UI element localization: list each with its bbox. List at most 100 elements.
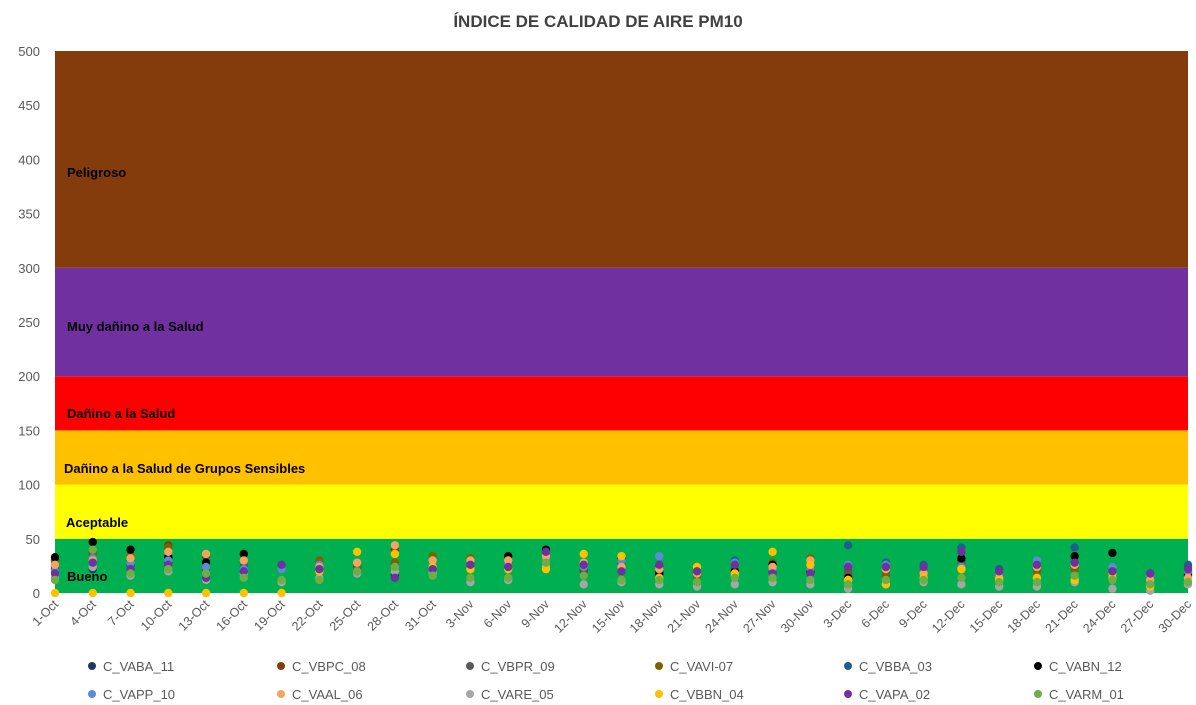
legend-label: C_VAVI-07 bbox=[670, 659, 733, 674]
point-C_VARM_01 bbox=[504, 573, 513, 583]
y-tick-label: 0 bbox=[33, 586, 40, 601]
band-1 bbox=[55, 484, 1188, 539]
point-C_VARM_01 bbox=[201, 569, 211, 578]
point-C_VAPA_02 bbox=[1070, 558, 1079, 567]
x-tick-label: 19-Oct bbox=[251, 597, 288, 634]
band-3 bbox=[55, 376, 1188, 431]
point-C_VARM_01 bbox=[843, 580, 853, 589]
point-C_VABN_12 bbox=[1108, 548, 1117, 558]
x-tick-label: 24-Nov bbox=[703, 597, 742, 636]
y-tick-label: 150 bbox=[18, 423, 40, 438]
point-C_VARM_01 bbox=[881, 575, 891, 585]
point-C_VAPA_02 bbox=[315, 564, 324, 574]
x-tick-label: 27-Dec bbox=[1118, 597, 1156, 635]
x-tick-label: 7-Oct bbox=[105, 597, 137, 629]
point-C_VARE_05 bbox=[957, 580, 966, 589]
x-tick-label: 31-Oct bbox=[402, 597, 439, 634]
x-tick-label: 18-Nov bbox=[627, 597, 666, 636]
x-tick-label: 3-Dec bbox=[821, 597, 854, 630]
point-C_VAAL_06 bbox=[352, 558, 362, 567]
point-C_VAPA_02 bbox=[1146, 569, 1155, 578]
point-C_VAPA_02 bbox=[692, 567, 702, 576]
point-C_VBBN_04 bbox=[352, 547, 362, 557]
point-C_VAPA_02 bbox=[617, 567, 626, 576]
x-tick-label: 13-Oct bbox=[176, 597, 213, 634]
legend-label: C_VBBA_03 bbox=[859, 659, 932, 674]
point-C_VARM_01 bbox=[768, 573, 777, 583]
legend-marker bbox=[277, 662, 285, 670]
point-C_VBBN_04 bbox=[50, 588, 60, 598]
point-C_VBBN_04 bbox=[126, 588, 135, 598]
x-tick-label: 15-Dec bbox=[967, 597, 1005, 635]
x-tick-label: 9-Nov bbox=[519, 597, 553, 631]
point-C_VABN_12 bbox=[50, 553, 60, 562]
point-C_VARE_05 bbox=[1108, 584, 1117, 593]
x-tick-label: 6-Nov bbox=[481, 597, 515, 631]
point-C_VARM_01 bbox=[352, 567, 362, 576]
point-C_VABN_12 bbox=[88, 537, 97, 547]
point-C_VAAL_06 bbox=[428, 556, 437, 565]
point-C_VBBA_03 bbox=[843, 541, 853, 550]
point-C_VARM_01 bbox=[730, 573, 739, 583]
x-tick-label: 22-Oct bbox=[289, 597, 326, 634]
legend-label: C_VAPA_02 bbox=[859, 687, 930, 702]
legend-label: C_VAAL_06 bbox=[292, 687, 363, 702]
band-4 bbox=[55, 267, 1188, 377]
point-C_VAAL_06 bbox=[390, 541, 400, 550]
point-C_VARM_01 bbox=[50, 575, 60, 585]
x-tick-label: 3-Nov bbox=[443, 597, 477, 631]
point-C_VARM_01 bbox=[655, 575, 664, 585]
band-label-3: Dañino a la Salud bbox=[67, 406, 175, 421]
y-tick-label: 250 bbox=[18, 315, 40, 330]
point-C_VAPA_02 bbox=[390, 573, 400, 583]
legend-label: C_VBPC_08 bbox=[292, 659, 366, 674]
point-C_VBBN_04 bbox=[164, 588, 173, 598]
band-2 bbox=[55, 430, 1188, 485]
point-C_VARM_01 bbox=[919, 575, 928, 585]
y-axis: 0 50 100 150 200 250 300 350 400 450 500 bbox=[18, 44, 40, 601]
x-tick-label: 12-Nov bbox=[551, 597, 590, 636]
y-tick-label: 450 bbox=[18, 98, 40, 113]
point-C_VABN_12 bbox=[126, 545, 135, 554]
x-tick-label: 4-Oct bbox=[67, 597, 99, 629]
x-tick-label: 12-Dec bbox=[929, 597, 967, 635]
point-C_VAPA_02 bbox=[881, 562, 891, 572]
legend-marker bbox=[466, 690, 474, 698]
x-tick-label: 9-Dec bbox=[896, 597, 929, 630]
point-C_VAPA_02 bbox=[428, 564, 437, 574]
point-C_VAPA_02 bbox=[994, 567, 1004, 576]
point-C_VBBN_04 bbox=[617, 551, 626, 561]
legend-marker bbox=[844, 662, 852, 670]
point-C_VAPA_02 bbox=[277, 560, 286, 570]
legend-marker bbox=[1034, 690, 1042, 698]
point-C_VAPA_02 bbox=[1183, 564, 1193, 574]
point-C_VBBN_04 bbox=[768, 547, 777, 557]
x-tick-label: 28-Oct bbox=[365, 597, 402, 634]
band-label-1: Aceptable bbox=[66, 515, 128, 530]
x-tick-label: 30-Nov bbox=[778, 597, 817, 636]
x-tick-label: 6-Dec bbox=[859, 597, 892, 630]
point-C_VARM_01 bbox=[1070, 571, 1079, 580]
point-C_VARE_05 bbox=[579, 580, 588, 589]
point-C_VAAL_06 bbox=[504, 556, 513, 565]
point-C_VAPA_02 bbox=[1108, 567, 1117, 576]
point-C_VARM_01 bbox=[994, 577, 1004, 587]
chart-title: ÍNDICE DE CALIDAD DE AIRE PM10 bbox=[453, 12, 742, 31]
point-C_VBBN_04 bbox=[390, 549, 400, 559]
x-tick-label: 27-Nov bbox=[740, 597, 779, 636]
point-C_VBBA_03 bbox=[1070, 543, 1079, 552]
x-tick-label: 30-Dec bbox=[1156, 597, 1194, 635]
y-tick-label: 300 bbox=[18, 261, 40, 276]
legend-marker bbox=[466, 662, 474, 670]
band-label-0: Bueno bbox=[67, 569, 108, 584]
point-C_VBBN_04 bbox=[579, 549, 588, 559]
point-C_VAAL_06 bbox=[201, 549, 211, 559]
point-C_VARM_01 bbox=[1032, 577, 1042, 587]
point-C_VAPA_02 bbox=[504, 562, 513, 572]
category-bands: Bueno Aceptable Dañino a la Salud de Grupo… bbox=[55, 51, 1188, 593]
point-C_VAAL_06 bbox=[126, 554, 135, 563]
point-C_VARM_01 bbox=[277, 575, 286, 585]
legend-marker bbox=[1034, 662, 1042, 670]
legend-label: C_VAPP_10 bbox=[103, 687, 175, 702]
